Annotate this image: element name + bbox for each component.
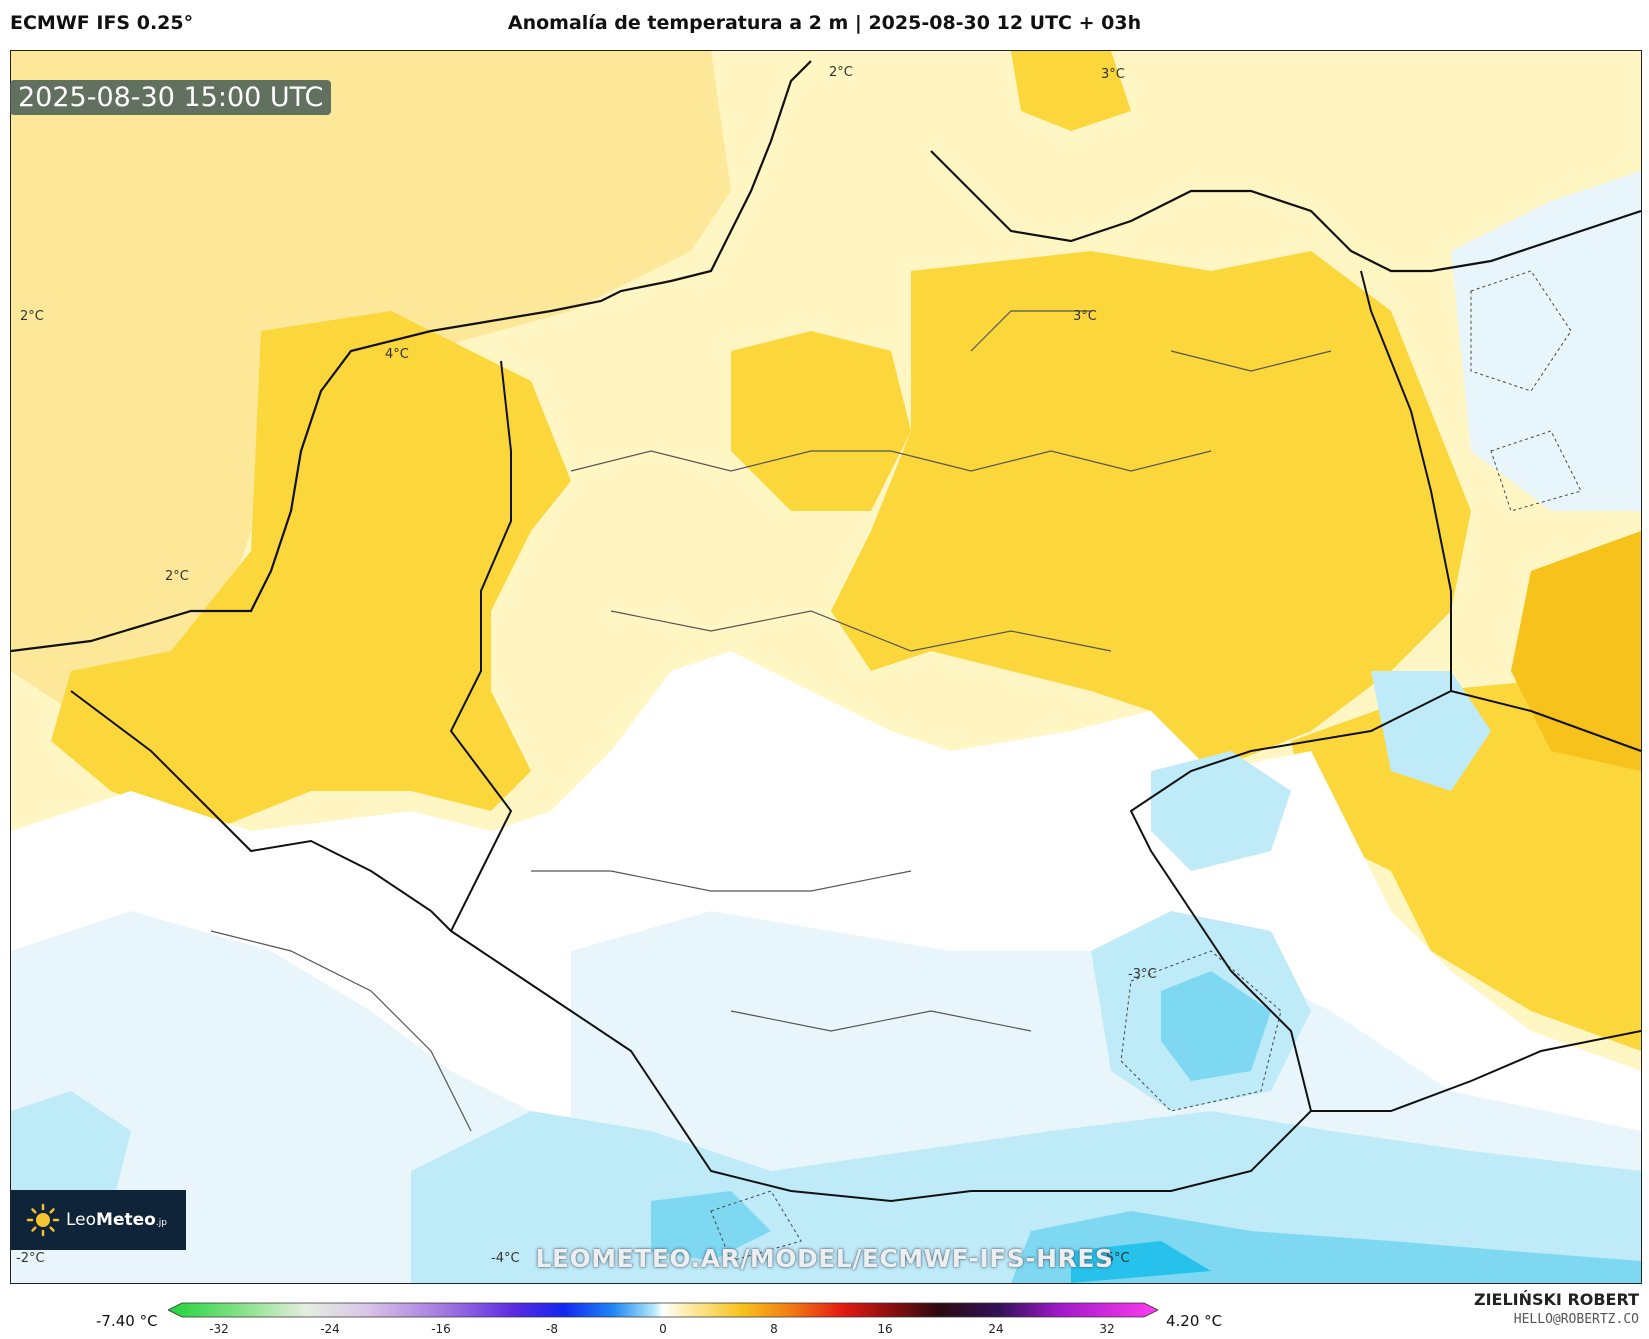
author-email[interactable]: HELLO@ROBERTZ.CO <box>1514 1312 1639 1327</box>
colorbar-tick: -32 <box>209 1322 229 1336</box>
colorbar-tick: 8 <box>770 1322 778 1336</box>
contour-label: 4°C <box>385 347 409 362</box>
source-watermark: LEOMETEO.AR/MODEL/ECMWF-IFS-HRES <box>0 1244 1649 1273</box>
anomaly-field <box>11 51 1641 1283</box>
colorbar <box>168 1302 1158 1322</box>
logo-text: LeoMeteo.jp <box>66 1210 167 1230</box>
sun-icon <box>26 1203 60 1237</box>
contour-label: -3°C <box>1128 967 1157 982</box>
colorbar-tick: 24 <box>988 1322 1003 1336</box>
colorbar-tick: 16 <box>877 1322 892 1336</box>
contour-label: 3°C <box>1073 309 1097 324</box>
colorbar-tick: -24 <box>320 1322 340 1336</box>
colorbar-tick: 0 <box>659 1322 667 1336</box>
legend-max-label: 4.20 °C <box>1166 1312 1222 1330</box>
leometeo-logo[interactable]: LeoMeteo.jp <box>10 1190 186 1250</box>
colorbar-tick: -16 <box>431 1322 451 1336</box>
valid-time-badge: 2025-08-30 15:00 UTC <box>10 80 331 115</box>
contour-label: 3°C <box>1101 67 1125 82</box>
colorbar-tick: -8 <box>546 1322 558 1336</box>
contour-label: 2°C <box>829 65 853 80</box>
colorbar-tick: 32 <box>1099 1322 1114 1336</box>
chart-title: Anomalía de temperatura a 2 m | 2025-08-… <box>0 12 1649 34</box>
author-name: ZIELIŃSKI ROBERT <box>1474 1290 1639 1309</box>
contour-label: 2°C <box>20 309 44 324</box>
map-area[interactable]: 2°C 3°C 2°C 4°C 3°C 2°C -3°C -2°C -4°C -… <box>10 50 1642 1284</box>
contour-label: 2°C <box>165 569 189 584</box>
legend-min-label: -7.40 °C <box>96 1312 158 1330</box>
